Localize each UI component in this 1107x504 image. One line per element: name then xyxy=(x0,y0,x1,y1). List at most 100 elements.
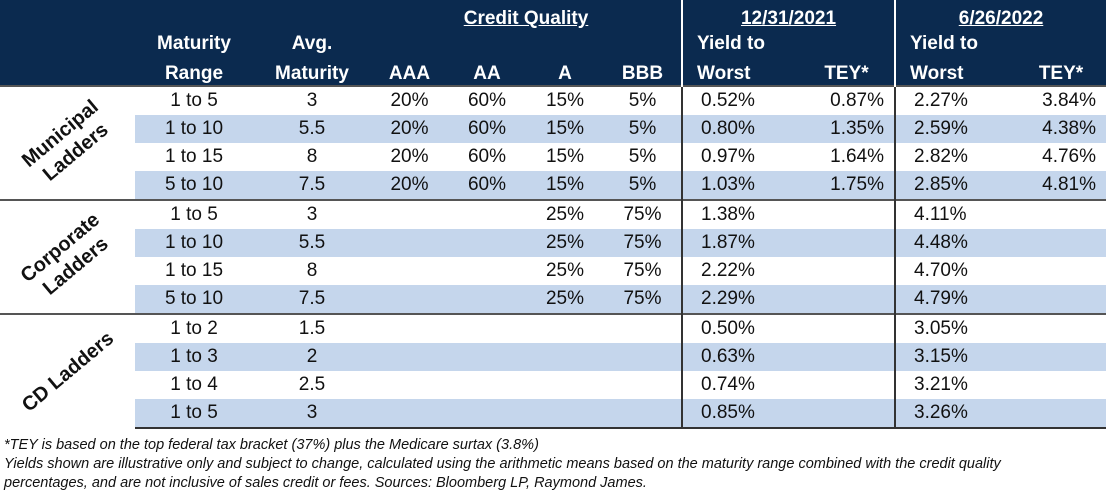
aaa-cell xyxy=(371,285,448,314)
aa-cell xyxy=(448,399,526,429)
tey2-cell: 4.38% xyxy=(1016,115,1107,143)
tey1-cell xyxy=(799,371,895,399)
bbb-cell: 5% xyxy=(604,85,683,115)
a-cell: 15% xyxy=(526,85,604,115)
header-blank xyxy=(253,0,371,30)
bbb-cell: 75% xyxy=(604,229,683,257)
maturity-range-cell: 1 to 2 xyxy=(135,313,253,343)
maturity-range-cell: 5 to 10 xyxy=(135,171,253,200)
header-blank xyxy=(371,30,448,55)
aaa-cell: 20% xyxy=(371,171,448,200)
header-blank xyxy=(799,30,896,55)
ytw1-heading-line2: Worst xyxy=(681,55,800,86)
ytw2-cell: 3.21% xyxy=(894,371,1017,399)
ytw1-cell: 0.50% xyxy=(681,313,800,343)
a-cell: 25% xyxy=(526,229,604,257)
table-row: 1 to 10 5.5 20% 60% 15% 5% 0.80% 1.35% 2.59% 4.38… xyxy=(0,115,1107,143)
footnotes: *TEY is based on the top federal tax bra… xyxy=(4,436,1104,493)
ytw2-cell: 3.05% xyxy=(894,313,1017,343)
table-row: 1 to 10 5.5 25% 75% 1.87% 4.48% xyxy=(0,229,1107,257)
maturity-range-cell: 1 to 5 xyxy=(135,85,253,115)
ytw2-cell: 2.59% xyxy=(894,115,1017,143)
tey1-cell xyxy=(799,285,896,314)
a-cell: 25% xyxy=(526,199,604,229)
ytw1-cell: 1.03% xyxy=(681,171,800,200)
ytw2-cell: 3.15% xyxy=(894,343,1017,371)
tey2-cell xyxy=(1016,343,1107,371)
avg-maturity-cell: 1.5 xyxy=(253,313,371,343)
ytw2-cell: 2.85% xyxy=(894,171,1017,200)
table-row: 1 to 5 3 0.85% 3.26% xyxy=(0,399,1107,429)
tey1-cell xyxy=(799,313,896,343)
tey1-cell xyxy=(799,199,896,229)
footnote-disclaimer-line1: Yields shown are illustrative only and s… xyxy=(4,456,1001,472)
a-cell xyxy=(526,371,604,399)
ytw2-cell: 4.48% xyxy=(894,229,1017,257)
ytw2-cell: 4.79% xyxy=(894,285,1017,314)
aa-cell: 60% xyxy=(448,85,526,115)
avg-maturity-heading-line1: Avg. xyxy=(253,30,371,55)
tey1-heading: TEY* xyxy=(799,55,896,86)
a-cell: 15% xyxy=(526,171,604,200)
aa-cell xyxy=(448,257,526,285)
table-row: 5 to 10 7.5 25% 75% 2.29% 4.79% xyxy=(0,285,1107,314)
table-row: Municipal Ladders 1 to 5 3 20% 60% 15% 5% 0.52% 0… xyxy=(0,85,1107,200)
tey1-cell xyxy=(799,229,896,257)
bbb-cell xyxy=(604,343,683,371)
ytw2-cell: 2.27% xyxy=(894,85,1017,115)
tey2-cell xyxy=(1016,199,1107,229)
ytw1-cell: 1.87% xyxy=(681,229,800,257)
tey1-cell: 1.75% xyxy=(799,171,896,200)
group-label-cell: Corporate Ladders xyxy=(0,199,135,314)
avg-maturity-cell: 2.5 xyxy=(298,374,326,395)
tey2-cell xyxy=(1016,229,1107,257)
group-label: Municipal Ladders xyxy=(17,95,119,191)
header-blank xyxy=(1016,30,1107,55)
avg-maturity-cell: 8 xyxy=(306,260,318,281)
header-blank xyxy=(0,55,135,86)
ytw2-cell: 4.70% xyxy=(894,257,1017,285)
aaa-cell: 20% xyxy=(390,146,429,167)
a-cell: 15% xyxy=(545,146,585,167)
table-row: 5 to 10 7.5 20% 60% 15% 5% 1.03% 1.75% 2.85% 4.81… xyxy=(0,171,1107,200)
bbb-cell: 75% xyxy=(623,260,662,281)
a-heading: A xyxy=(526,55,604,86)
ytw1-cell: 0.52% xyxy=(681,85,800,115)
aa-cell xyxy=(448,371,526,399)
footnote-disclaimer-line2: percentages, and are not inclusive of sa… xyxy=(4,475,647,491)
aa-heading: AA xyxy=(448,55,526,86)
a-cell xyxy=(526,313,604,343)
aaa-cell xyxy=(371,343,448,371)
tey2-cell xyxy=(1016,313,1107,343)
ytw2-heading-line2: Worst xyxy=(894,55,1017,86)
maturity-range-cell: 1 to 4 xyxy=(170,374,218,395)
footnote-tey: *TEY is based on the top federal tax bra… xyxy=(4,437,539,453)
bbb-cell: 75% xyxy=(604,285,683,314)
ytw1-cell: 0.74% xyxy=(681,371,800,399)
group-label-cell: CD Ladders xyxy=(0,313,135,428)
ytw2-cell: 2.82% xyxy=(894,143,1017,171)
aa-cell: 60% xyxy=(448,171,526,200)
tey1-cell xyxy=(799,399,896,429)
tey2-cell: 4.76% xyxy=(1042,146,1097,167)
aa-cell xyxy=(448,313,526,343)
aaa-cell xyxy=(371,313,448,343)
group-label-line1: CD Ladders xyxy=(17,326,118,417)
aa-cell xyxy=(448,343,526,371)
maturity-range-cell: 1 to 5 xyxy=(135,199,253,229)
aa-cell xyxy=(448,199,526,229)
bbb-cell: 5% xyxy=(628,146,657,167)
aaa-heading: AAA xyxy=(371,55,448,86)
tey2-cell xyxy=(1016,371,1106,399)
avg-maturity-cell: 2 xyxy=(253,343,371,371)
avg-maturity-cell: 3 xyxy=(253,85,371,115)
group-label-cell: Municipal Ladders xyxy=(0,85,135,200)
avg-maturity-cell: 5.5 xyxy=(253,115,371,143)
tey2-cell: 3.84% xyxy=(1016,85,1107,115)
aaa-cell xyxy=(371,257,448,285)
ytw1-cell: 1.38% xyxy=(681,199,800,229)
credit-quality-heading: Credit Quality xyxy=(371,0,683,30)
avg-maturity-cell: 7.5 xyxy=(253,285,371,314)
aa-cell: 60% xyxy=(467,146,507,167)
